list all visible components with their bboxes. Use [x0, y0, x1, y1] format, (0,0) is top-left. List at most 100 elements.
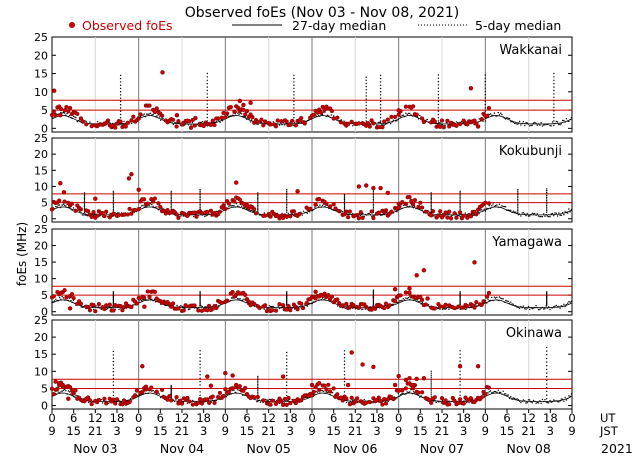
observed-point [176, 215, 181, 220]
median-5day-point [494, 390, 497, 393]
observed-point [317, 381, 322, 386]
median-5day-point [553, 215, 555, 217]
median-5day-point [81, 306, 84, 309]
median-5day-point [199, 363, 201, 366]
median-5day-point [489, 113, 492, 115]
observed-point [355, 396, 360, 401]
median-5day-point [267, 399, 269, 401]
median-5day-point [484, 77, 486, 80]
median-5day-point [506, 300, 508, 302]
median-5day-point [293, 94, 295, 96]
observed-point [378, 185, 383, 191]
median-5day-point [548, 306, 550, 308]
median-5day-point [321, 204, 324, 206]
median-5day-point [257, 200, 259, 202]
median-5day-point [529, 308, 531, 311]
median-5day-point [112, 381, 115, 383]
observed-point [66, 396, 71, 401]
median-5day-point [156, 206, 158, 208]
observed-point [217, 209, 222, 214]
observed-points [49, 260, 491, 314]
median-5day-point [257, 391, 259, 394]
observed-point [439, 118, 445, 123]
median-5day-point [546, 299, 548, 302]
observed-point [430, 209, 436, 214]
median-5day-point [546, 376, 548, 378]
observed-point [230, 289, 235, 295]
median-5day-point [286, 210, 288, 212]
median-5day-point [286, 190, 288, 192]
observed-point [127, 206, 132, 211]
observed-point [160, 70, 165, 75]
median-5day-point [561, 119, 564, 122]
observed-point [344, 396, 349, 401]
median-5day-point [546, 211, 548, 213]
median-5day-point [372, 206, 375, 209]
median-5day-point [237, 389, 239, 391]
median-5day-point [502, 205, 504, 208]
observed-point [94, 213, 100, 218]
observed-point [129, 304, 134, 310]
median-5day-point [365, 95, 367, 97]
observed-point [134, 388, 139, 393]
median-5day-point [531, 124, 533, 126]
observed-point [443, 302, 448, 307]
median-5day-point [199, 297, 201, 300]
observed-point [252, 301, 257, 306]
observed-point [118, 304, 123, 309]
observed-point [176, 306, 181, 311]
observed-point [472, 260, 477, 265]
observed-point [429, 400, 434, 405]
observed-point [241, 107, 246, 112]
legend-observed-marker [69, 22, 75, 28]
median-5day-point [331, 392, 334, 394]
median-5day-point [459, 193, 461, 195]
median-5day-point [517, 205, 519, 207]
median-5day-point [281, 212, 283, 214]
median-5day-point [459, 207, 461, 209]
observed-point [400, 200, 405, 205]
median-5day-point [219, 121, 221, 124]
observed-point [232, 199, 237, 204]
median-5day-point [505, 299, 507, 302]
median-5day-point [238, 389, 240, 391]
median-5day-point [271, 305, 273, 308]
median-5day-point [459, 205, 461, 207]
observed-point [179, 401, 185, 406]
station-name: Yamagawa [491, 235, 562, 250]
observed-point [382, 119, 387, 124]
median-5day-point [430, 386, 432, 388]
median-5day-point [372, 295, 375, 298]
median-5day-point [199, 391, 201, 393]
median-5day-point [493, 390, 496, 393]
median-5day-point [344, 307, 346, 309]
median-5day-point [170, 204, 172, 206]
median-5day-point [430, 390, 432, 392]
median-5day-point [95, 305, 97, 307]
median-5day-point [257, 199, 259, 201]
median-5day-point [530, 124, 532, 127]
observed-point [114, 397, 120, 402]
median-5day-point [141, 205, 143, 207]
median-5day-point [286, 192, 288, 194]
median-5day-point [240, 205, 243, 207]
median-5day-point [112, 291, 115, 293]
median-5day-point [536, 124, 538, 126]
median-5day-point [343, 201, 346, 203]
median-5day-point [498, 203, 501, 205]
median-5day-point [556, 215, 559, 217]
observed-point [365, 121, 371, 126]
jst-tick-label: 9 [222, 424, 229, 438]
median-5day-point [555, 212, 557, 214]
observed-point [420, 205, 425, 210]
median-5day-point [112, 387, 115, 390]
median-5day-point [501, 298, 503, 300]
median-5day-point [175, 122, 177, 124]
median-5day-point [106, 308, 109, 310]
median-5day-point [540, 122, 542, 124]
observed-point [129, 211, 134, 216]
median-5day-point [372, 298, 375, 300]
observed-point [118, 119, 123, 124]
median-5day-point [553, 83, 555, 85]
median-5day-point [478, 213, 480, 215]
